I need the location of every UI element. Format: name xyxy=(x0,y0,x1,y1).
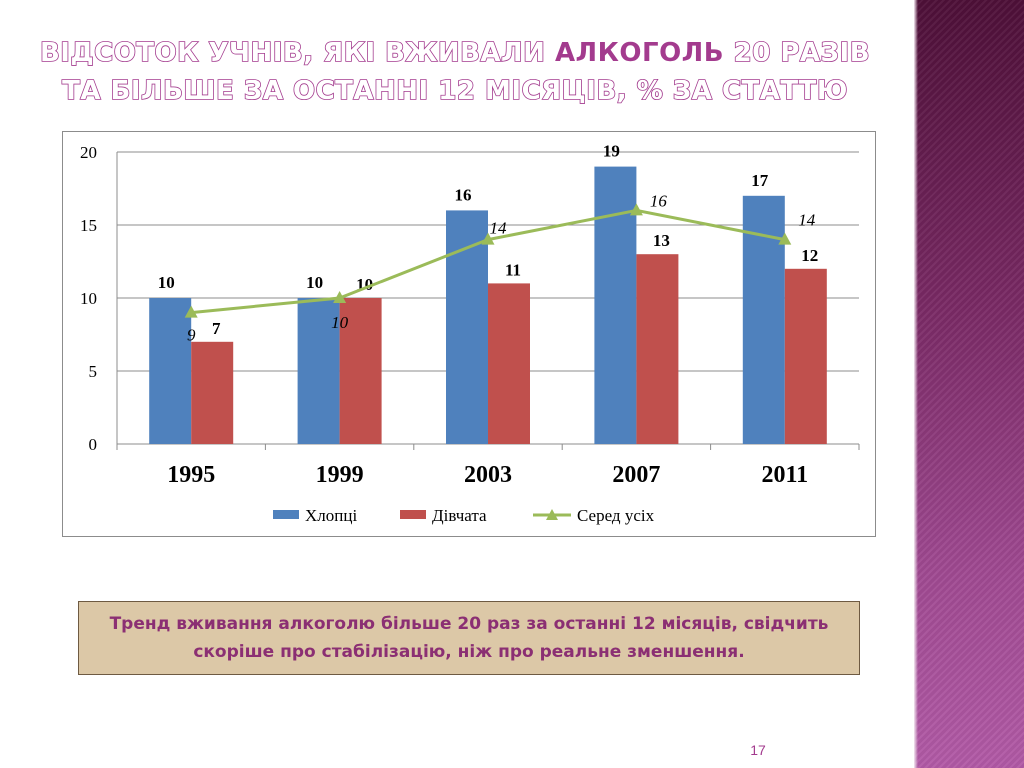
y-tick-label: 15 xyxy=(80,216,97,235)
data-label-boys: 10 xyxy=(306,273,323,292)
x-tick-label: 2003 xyxy=(464,462,512,488)
data-label-girls: 12 xyxy=(801,246,818,265)
note-text: Тренд вживання алкоголю більше 20 раз за… xyxy=(109,614,829,662)
x-tick-label: 2011 xyxy=(761,462,808,488)
data-label-girls: 7 xyxy=(212,319,221,338)
marker-all xyxy=(184,305,198,318)
decorative-side-band xyxy=(914,0,1024,768)
title-highlight-word: алкоголь xyxy=(554,38,725,68)
title-line-1: Відсоток учнів, які вживали алкоголь 20 … xyxy=(20,34,890,72)
y-tick-label: 10 xyxy=(80,289,97,308)
title-part-1: Відсоток учнів, які вживали xyxy=(39,37,555,69)
x-tick-label: 2007 xyxy=(612,462,660,488)
title-part-2: 20 разів xyxy=(724,37,871,69)
legend-girls-label: Дівчата xyxy=(432,506,487,525)
marker-all xyxy=(778,232,792,245)
legend-all-marker xyxy=(546,509,558,520)
bar-girls xyxy=(636,254,679,444)
x-tick-label: 1999 xyxy=(316,462,364,488)
bar-boys xyxy=(149,298,192,444)
data-label-girls: 11 xyxy=(505,260,521,279)
x-tick-label: 1995 xyxy=(167,462,215,488)
title-line-2: та більше за останні 12 місяців, % за ст… xyxy=(61,75,848,107)
marker-all xyxy=(481,232,495,245)
legend-boys-label: Хлопці xyxy=(305,506,357,525)
marker-all xyxy=(333,291,347,303)
legend-girls-swatch xyxy=(400,510,426,519)
data-label-all: 10 xyxy=(331,313,349,332)
data-label-boys: 17 xyxy=(751,171,769,190)
bar-boys xyxy=(446,210,488,444)
marker-all xyxy=(629,203,643,216)
y-tick-label: 20 xyxy=(80,143,97,162)
chart-svg: 0 5 10 15 20 1995 1999 2003 2007 2011 10 10 16 19 17 7 1… xyxy=(80,142,860,525)
note-box: Тренд вживання алкоголю більше 20 раз за… xyxy=(78,601,860,675)
chart-frame: 0 5 10 15 20 1995 1999 2003 2007 2011 10 10 16 19 17 7 1… xyxy=(62,131,876,537)
slide-title: Відсоток учнів, які вживали алкоголь 20 … xyxy=(20,34,890,110)
data-label-boys: 19 xyxy=(603,142,620,161)
data-label-all: 9 xyxy=(187,326,196,345)
bar-girls xyxy=(191,341,234,444)
data-label-all: 16 xyxy=(650,191,668,210)
legend-all-label: Серед усіх xyxy=(577,506,655,525)
data-label-girls: 13 xyxy=(653,231,670,250)
data-label-boys: 10 xyxy=(158,273,175,292)
y-tick-label: 0 xyxy=(89,435,98,454)
data-label-all: 14 xyxy=(490,219,508,238)
data-label-all: 14 xyxy=(798,211,816,230)
data-label-boys: 16 xyxy=(455,185,472,204)
bar-girls xyxy=(488,283,530,444)
bar-boys xyxy=(594,166,637,444)
legend-boys-swatch xyxy=(273,510,299,519)
page-number: 17 xyxy=(750,742,766,758)
bar-boys xyxy=(297,298,340,444)
y-tick-label: 5 xyxy=(89,362,98,381)
bar-girls xyxy=(339,298,382,444)
bar-girls xyxy=(784,268,827,444)
